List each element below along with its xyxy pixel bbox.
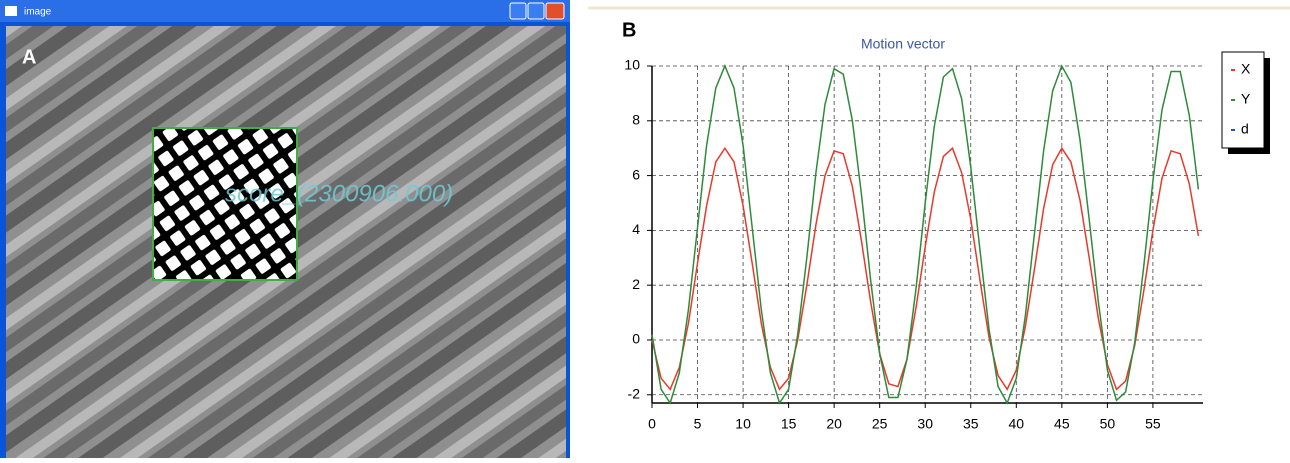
maximize-button[interactable] xyxy=(527,2,545,20)
x-tick-label: 55 xyxy=(1145,416,1161,432)
x-tick-label: 25 xyxy=(872,416,888,432)
series-line xyxy=(651,64,1200,405)
x-tick-label: 0 xyxy=(648,416,656,432)
y-tick-label: 6 xyxy=(632,166,640,182)
template-box xyxy=(152,127,298,281)
minimize-button[interactable] xyxy=(509,2,527,20)
legend-label: d xyxy=(1241,121,1249,137)
y-tick-label: 0 xyxy=(632,331,640,347)
legend-box xyxy=(1221,51,1265,149)
x-tick-label: 15 xyxy=(781,416,797,432)
x-tick-label: 45 xyxy=(1054,416,1070,432)
y-tick-label: -2 xyxy=(628,385,641,401)
y-tick-label: 4 xyxy=(632,221,640,237)
y-tick-label: 10 xyxy=(624,57,640,73)
close-button[interactable] xyxy=(545,2,565,20)
title-bar xyxy=(0,0,570,22)
x-tick-label: 30 xyxy=(917,416,933,432)
panel-label: B xyxy=(622,19,636,41)
window-icon xyxy=(5,6,17,16)
plot: -2 0 2 4 6 8 10 0 5 10 15 20 25 30 35 40 45 50 55 XYd xyxy=(624,51,1270,432)
window-title: image xyxy=(24,7,52,18)
x-tick-label: 20 xyxy=(826,416,842,432)
x-tick-label: 10 xyxy=(735,416,751,432)
window: image score_(2300906.000) A xyxy=(0,0,570,458)
legend-label: Y xyxy=(1241,91,1251,107)
x-tick-label: 35 xyxy=(963,416,979,432)
x-tick-label: 5 xyxy=(694,416,702,432)
y-tick-label: 8 xyxy=(632,111,640,127)
x-tick-label: 50 xyxy=(1100,416,1116,432)
panel-label: A xyxy=(22,46,36,68)
score-overlay: score_(2300906.000) xyxy=(225,180,453,207)
legend-label: X xyxy=(1241,61,1251,77)
chart-title: Motion vector xyxy=(861,36,945,52)
x-tick-label: 40 xyxy=(1009,416,1025,432)
y-tick-label: 2 xyxy=(632,276,640,292)
